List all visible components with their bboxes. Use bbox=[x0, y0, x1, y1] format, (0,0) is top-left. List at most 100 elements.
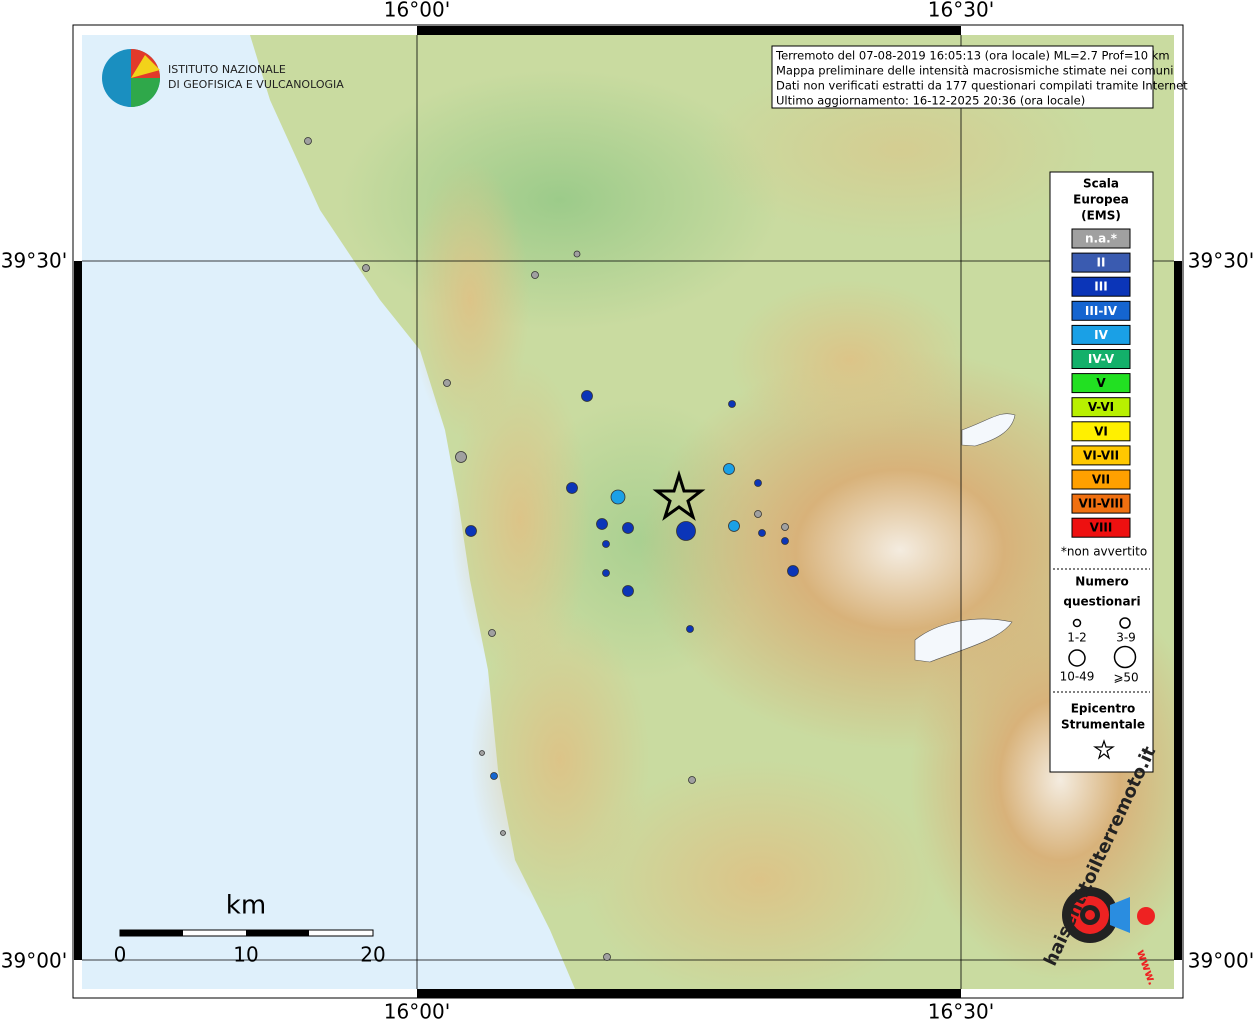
legend-title: Europea bbox=[1073, 193, 1129, 207]
lat-label: 39°00' bbox=[1, 949, 67, 973]
legend-title: Scala bbox=[1083, 177, 1119, 191]
point bbox=[581, 390, 593, 402]
frame-band bbox=[1174, 261, 1182, 960]
legend-note: *non avvertito bbox=[1061, 545, 1147, 559]
frame-band bbox=[74, 261, 82, 960]
point bbox=[728, 520, 740, 532]
point bbox=[676, 521, 696, 541]
legend-swatch bbox=[1071, 517, 1131, 538]
point bbox=[602, 540, 610, 548]
scale-label: 10 bbox=[233, 943, 258, 967]
frame-band bbox=[417, 989, 961, 998]
point bbox=[531, 271, 539, 279]
legend-label: II bbox=[1097, 256, 1106, 270]
legend-swatch bbox=[1071, 373, 1131, 394]
legend-label: VII bbox=[1092, 473, 1110, 487]
epicenter-symbol bbox=[1093, 739, 1115, 760]
legend-swatch bbox=[1071, 445, 1131, 466]
point bbox=[602, 569, 610, 577]
size-label: 1-2 bbox=[1067, 631, 1087, 645]
point bbox=[479, 750, 485, 756]
legend-label: n.a.* bbox=[1085, 232, 1118, 246]
scale-bar: km 0 10 20 bbox=[114, 891, 386, 967]
scale-label: 20 bbox=[360, 943, 385, 967]
point bbox=[781, 537, 789, 545]
point bbox=[465, 525, 477, 537]
point bbox=[304, 137, 312, 145]
legend-label: III bbox=[1094, 280, 1107, 294]
scale-label: 0 bbox=[114, 943, 127, 967]
legend-swatch bbox=[1071, 276, 1131, 297]
legend: ScalaEuropea(EMS)n.a.*IIIIIIII-IVIVIV-VV… bbox=[1049, 171, 1154, 773]
legend-swatch bbox=[1071, 300, 1131, 321]
point bbox=[781, 523, 789, 531]
terrain bbox=[82, 35, 1174, 989]
size-label: 10-49 bbox=[1060, 670, 1095, 684]
legend-label: VII-VIII bbox=[1078, 497, 1123, 511]
legend-title: questionari bbox=[1063, 595, 1140, 609]
legend-label: IV bbox=[1094, 328, 1108, 342]
point bbox=[622, 585, 634, 597]
legend-swatch bbox=[1071, 324, 1131, 345]
graticule bbox=[82, 35, 1174, 989]
lon-label: 16°00' bbox=[384, 0, 450, 22]
size-label: 3-9 bbox=[1116, 631, 1136, 645]
info-line: Dati non verificati estratti da 177 ques… bbox=[776, 79, 1188, 93]
info-line: Ultimo aggiornamento: 16-12-2025 20:36 (… bbox=[776, 94, 1085, 108]
point bbox=[490, 772, 498, 780]
size-symbol bbox=[1119, 617, 1131, 629]
legend-swatch bbox=[1071, 421, 1131, 442]
point bbox=[622, 522, 634, 534]
point bbox=[603, 953, 611, 961]
frame-band bbox=[417, 26, 961, 35]
lat-label: 39°30' bbox=[1, 249, 67, 273]
legend-title: Epicentro bbox=[1071, 702, 1136, 716]
legend-title: (EMS) bbox=[1081, 209, 1121, 223]
legend-swatch bbox=[1071, 493, 1131, 514]
point bbox=[610, 489, 626, 505]
lon-label: 16°30' bbox=[928, 0, 994, 22]
legend-label: IV-V bbox=[1088, 352, 1115, 366]
legend-swatch bbox=[1071, 252, 1131, 273]
legend-swatch bbox=[1071, 228, 1131, 249]
point bbox=[754, 479, 762, 487]
point bbox=[723, 463, 735, 475]
legend-label: VI bbox=[1094, 424, 1108, 438]
epicenter bbox=[652, 469, 706, 521]
legend-swatch bbox=[1071, 397, 1131, 418]
logo-text: DI GEOFISICA E VULCANOLOGIA bbox=[168, 78, 344, 91]
legend-label: III-IV bbox=[1085, 304, 1118, 318]
legend-swatch bbox=[1071, 469, 1131, 490]
point bbox=[566, 482, 578, 494]
scale-unit: km bbox=[226, 891, 266, 921]
point bbox=[688, 776, 696, 784]
point bbox=[573, 250, 581, 258]
point bbox=[500, 830, 506, 836]
point bbox=[362, 264, 370, 272]
legend-title: Strumentale bbox=[1061, 718, 1145, 732]
lat-label: 39°00' bbox=[1188, 949, 1254, 973]
legend-label: V-VI bbox=[1088, 400, 1114, 414]
info-line: Mappa preliminare delle intensità macros… bbox=[776, 64, 1173, 78]
legend-swatch bbox=[1071, 349, 1131, 369]
point bbox=[488, 629, 496, 637]
legend-label: VI-VII bbox=[1083, 448, 1119, 462]
point bbox=[596, 518, 608, 530]
info-line: Terremoto del 07-08-2019 16:05:13 (ora l… bbox=[775, 49, 1170, 63]
ingv-logo: ISTITUTO NAZIONALE DI GEOFISICA E VULCAN… bbox=[102, 49, 344, 107]
lon-label: 16°30' bbox=[928, 1000, 994, 1024]
point bbox=[787, 565, 799, 577]
point bbox=[754, 510, 762, 518]
info-box: Terremoto del 07-08-2019 16:05:13 (ora l… bbox=[771, 45, 1188, 109]
lon-label: 16°00' bbox=[384, 1000, 450, 1024]
point bbox=[686, 625, 694, 633]
legend-label: V bbox=[1096, 376, 1106, 390]
legend-title: Numero bbox=[1075, 575, 1128, 589]
point bbox=[728, 400, 736, 408]
point bbox=[455, 451, 467, 463]
point bbox=[443, 379, 451, 387]
size-label: ⩾50 bbox=[1113, 671, 1138, 685]
size-symbol bbox=[1113, 645, 1137, 669]
